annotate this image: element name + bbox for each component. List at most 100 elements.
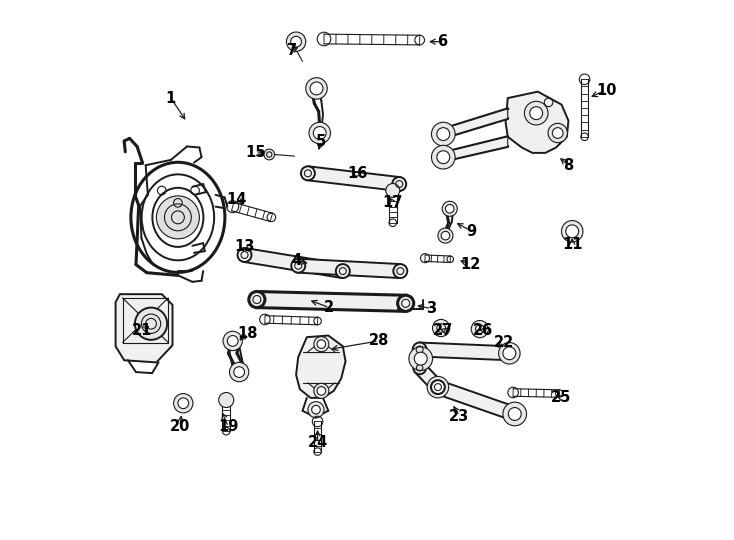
Circle shape [548, 123, 567, 143]
Polygon shape [506, 92, 568, 153]
Circle shape [437, 127, 450, 140]
Circle shape [438, 228, 453, 243]
Circle shape [432, 320, 450, 336]
Text: 6: 6 [437, 34, 447, 49]
Circle shape [503, 347, 516, 360]
Text: 23: 23 [449, 409, 470, 423]
Circle shape [336, 264, 350, 278]
Text: 15: 15 [245, 145, 266, 160]
Circle shape [135, 308, 167, 340]
Text: 17: 17 [382, 195, 403, 211]
Circle shape [442, 201, 457, 217]
Text: 8: 8 [563, 158, 573, 173]
Text: 1: 1 [166, 91, 176, 106]
Circle shape [264, 149, 275, 160]
Circle shape [437, 151, 450, 164]
Circle shape [530, 107, 542, 119]
Text: 28: 28 [368, 333, 389, 348]
Circle shape [502, 346, 516, 360]
Circle shape [476, 325, 484, 333]
Circle shape [498, 342, 520, 364]
Circle shape [446, 205, 454, 213]
Text: 26: 26 [473, 323, 493, 338]
Text: 14: 14 [227, 192, 247, 207]
Polygon shape [296, 335, 346, 398]
Circle shape [249, 292, 265, 308]
Circle shape [291, 259, 305, 273]
Text: 19: 19 [218, 420, 239, 434]
Polygon shape [115, 294, 172, 362]
Circle shape [286, 32, 306, 51]
Text: 18: 18 [238, 326, 258, 341]
Circle shape [392, 177, 406, 191]
Circle shape [431, 380, 445, 394]
Circle shape [228, 335, 238, 346]
Text: 5: 5 [316, 133, 327, 148]
Text: 7: 7 [287, 43, 297, 58]
Circle shape [553, 127, 563, 138]
Text: 27: 27 [433, 323, 454, 338]
Circle shape [432, 381, 444, 394]
Circle shape [233, 367, 244, 377]
Circle shape [219, 393, 233, 408]
Circle shape [398, 295, 414, 312]
Circle shape [409, 347, 432, 370]
Circle shape [174, 394, 193, 413]
Polygon shape [298, 259, 401, 278]
Circle shape [471, 321, 488, 338]
Text: 9: 9 [467, 224, 477, 239]
Polygon shape [257, 292, 406, 312]
Circle shape [313, 126, 326, 139]
Polygon shape [419, 342, 509, 360]
Circle shape [414, 352, 427, 365]
Circle shape [233, 367, 244, 377]
Circle shape [309, 122, 330, 144]
Text: 20: 20 [170, 420, 190, 434]
Circle shape [230, 362, 249, 382]
Text: 12: 12 [460, 257, 480, 272]
Circle shape [508, 407, 522, 421]
Polygon shape [435, 381, 517, 421]
Text: 24: 24 [308, 435, 327, 450]
Circle shape [317, 387, 326, 395]
Circle shape [156, 196, 200, 239]
Circle shape [317, 340, 326, 348]
Circle shape [314, 383, 329, 399]
Text: 13: 13 [234, 239, 255, 254]
Circle shape [301, 166, 315, 180]
Text: 11: 11 [562, 237, 583, 252]
Circle shape [562, 220, 583, 242]
Circle shape [310, 82, 323, 95]
Polygon shape [415, 363, 443, 392]
Circle shape [432, 122, 455, 146]
Polygon shape [307, 166, 400, 191]
Text: 3: 3 [426, 301, 437, 316]
Circle shape [223, 331, 242, 350]
Circle shape [306, 78, 327, 99]
Circle shape [386, 184, 400, 198]
Circle shape [566, 225, 578, 238]
Text: 10: 10 [596, 83, 617, 98]
Text: 22: 22 [494, 335, 514, 350]
Polygon shape [228, 340, 244, 373]
Circle shape [441, 231, 450, 240]
Circle shape [503, 402, 526, 426]
Circle shape [427, 376, 448, 398]
Circle shape [437, 323, 446, 332]
Circle shape [228, 335, 238, 346]
Circle shape [432, 145, 455, 169]
Text: 16: 16 [347, 166, 368, 181]
Circle shape [238, 248, 252, 262]
Circle shape [432, 381, 444, 394]
Circle shape [312, 406, 320, 414]
Text: 2: 2 [324, 300, 335, 315]
Circle shape [524, 102, 548, 125]
Polygon shape [244, 248, 344, 278]
Text: 21: 21 [132, 323, 153, 338]
Circle shape [413, 342, 426, 356]
Circle shape [508, 408, 521, 421]
Circle shape [291, 36, 302, 47]
Circle shape [413, 361, 426, 374]
Circle shape [314, 336, 329, 352]
Text: 25: 25 [551, 390, 572, 406]
